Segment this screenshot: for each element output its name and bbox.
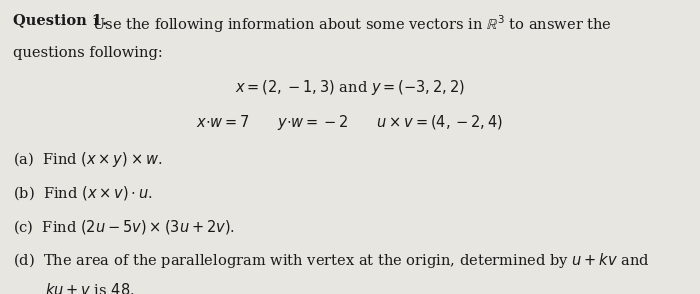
Text: Question 1.: Question 1. <box>13 13 106 27</box>
Text: $x{\cdot}w = 7 \qquad y {\cdot} w = -2 \qquad u \times v = (4, -2, 4)$: $x{\cdot}w = 7 \qquad y {\cdot} w = -2 \… <box>197 113 503 132</box>
Text: (a)  Find $(x \times y) \times w$.: (a) Find $(x \times y) \times w$. <box>13 150 162 169</box>
Text: $ku + v$ is $48$.: $ku + v$ is $48$. <box>45 282 134 294</box>
Text: $x = (2, -1, 3)$ and $y = (-3, 2, 2)$: $x = (2, -1, 3)$ and $y = (-3, 2, 2)$ <box>235 78 465 97</box>
Text: (d)  The area of the parallelogram with vertex at the origin, determined by $u +: (d) The area of the parallelogram with v… <box>13 251 650 270</box>
Text: Use the following information about some vectors in $\mathbb{R}^3$ to answer the: Use the following information about some… <box>83 13 612 35</box>
Text: (b)  Find $(x \times v) \cdot u$.: (b) Find $(x \times v) \cdot u$. <box>13 184 153 202</box>
Text: (c)  Find $(2u - 5v) \times (3u + 2v)$.: (c) Find $(2u - 5v) \times (3u + 2v)$. <box>13 218 234 235</box>
Text: questions following:: questions following: <box>13 46 162 60</box>
